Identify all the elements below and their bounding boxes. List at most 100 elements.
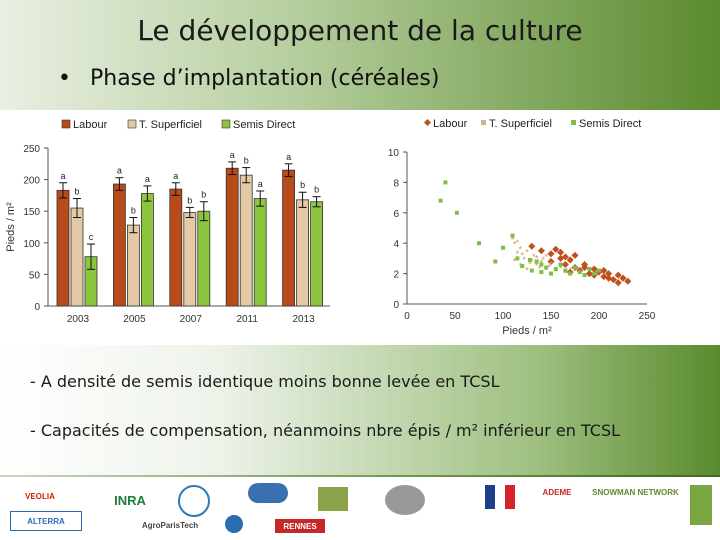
- y-tick-label: 50: [29, 270, 41, 281]
- bar: [56, 189, 70, 307]
- bar: [239, 174, 253, 307]
- bar: [169, 188, 183, 307]
- bar: [183, 212, 197, 307]
- legend-label: T. Superficiel: [489, 118, 552, 130]
- scatter-point: *: [516, 249, 520, 259]
- x-tick-label: 2011: [236, 314, 258, 325]
- significance-letter: b: [201, 190, 206, 200]
- cirad-logo: [225, 515, 243, 533]
- y-tick-label: 200: [23, 176, 40, 187]
- scatter-point: [552, 245, 560, 253]
- legend-swatch: [127, 119, 137, 129]
- bar: [197, 210, 211, 307]
- scatter-point: *: [535, 261, 539, 271]
- snowman-logo: SNOWMAN NETWORK: [592, 487, 679, 497]
- agroparistech-logo: AgroParisTech: [141, 520, 199, 530]
- scatter-point: [527, 257, 532, 262]
- scatter-point: [547, 257, 555, 265]
- scatter-point: *: [525, 266, 529, 276]
- legend-label: Semis Direct: [579, 118, 641, 130]
- scatter-point: [501, 245, 505, 250]
- legend-label: Semis Direct: [233, 119, 295, 131]
- y-tick-label: 2: [393, 270, 399, 281]
- bar: [140, 193, 154, 307]
- scatter-point: [614, 271, 622, 279]
- scatter-point: [528, 242, 536, 250]
- x-tick-label: 0: [404, 311, 410, 322]
- alterra-logo: ALTERRA: [10, 511, 82, 531]
- scatter-point: [544, 265, 549, 270]
- scatter-point: [571, 251, 579, 259]
- scatter-point: *: [564, 269, 568, 279]
- ademe-logo: ADEME: [542, 487, 572, 497]
- scatter-point: *: [538, 264, 542, 274]
- header-background: [0, 0, 720, 110]
- scatter-point: *: [535, 253, 539, 263]
- scatter-point: *: [532, 252, 536, 262]
- scatter-point: *: [544, 252, 548, 262]
- scatter-point: [597, 268, 601, 273]
- scatter-point: [582, 273, 587, 278]
- bar: [296, 199, 310, 307]
- bar: [127, 224, 140, 307]
- bar: [310, 201, 324, 307]
- bar: [113, 183, 126, 307]
- significance-letter: b: [187, 195, 192, 205]
- y-tick-label: 4: [393, 239, 399, 250]
- legend-label: Labour: [433, 118, 468, 130]
- scatter-point: *: [549, 259, 553, 269]
- legend-marker: [571, 120, 576, 125]
- scatter-point: [539, 270, 544, 275]
- x-tick-label: 200: [591, 311, 608, 322]
- republique-logo: [485, 485, 515, 509]
- scatter-point: [539, 262, 544, 267]
- scatter-point: [619, 274, 627, 282]
- scatter-point: [534, 259, 539, 264]
- bar: [253, 198, 267, 307]
- scatter-point: [529, 268, 534, 273]
- scatter-point: *: [525, 247, 529, 257]
- y-tick-label: 250: [23, 144, 40, 155]
- significance-letter: b: [74, 187, 79, 197]
- y-tick-label: 6: [393, 209, 399, 220]
- scatter-point: [454, 210, 459, 215]
- x-tick-label: 2007: [180, 314, 203, 325]
- scatter-point: [563, 268, 568, 273]
- subtitle-text: Phase d’implantation (céréales): [89, 66, 440, 91]
- x-axis-label: Pieds / m²: [502, 325, 552, 337]
- scatter-point: *: [516, 238, 520, 248]
- significance-letter: b: [300, 180, 305, 190]
- scatter-point: [493, 259, 498, 264]
- legend-label: Labour: [73, 119, 108, 131]
- scatter-point: [600, 267, 608, 275]
- y-tick-label: 0: [34, 302, 40, 313]
- significance-letter: a: [145, 174, 150, 184]
- scatter-point: [587, 267, 592, 272]
- text-area: - A densité de semis identique moins bon…: [0, 345, 720, 475]
- bar: [225, 167, 239, 307]
- scatter-point: *: [513, 256, 517, 266]
- significance-letter: a: [117, 166, 122, 176]
- slide-title: Le développement de la culture: [137, 14, 583, 47]
- significance-letter: a: [286, 152, 291, 162]
- bullet-icon: •: [58, 66, 71, 91]
- legend-label: T. Superficiel: [139, 119, 202, 131]
- agrotransfert-logo: [178, 485, 210, 517]
- scatter-point: [592, 271, 597, 276]
- y-tick-label: 0: [393, 300, 399, 311]
- partner-logo-green: [318, 487, 348, 511]
- text-line-2: - Capacités de compensation, néanmoins n…: [30, 421, 621, 440]
- significance-letter: a: [258, 179, 263, 189]
- scatter-point: [520, 264, 525, 268]
- inra-logo: INRA: [114, 492, 146, 508]
- scatter-point: *: [559, 264, 563, 274]
- arvalis-logo: [248, 483, 288, 503]
- scatter-point: *: [568, 266, 572, 276]
- legend-marker: [423, 118, 432, 127]
- significance-letter: b: [244, 156, 249, 166]
- x-tick-label: 2003: [67, 314, 90, 325]
- significance-letter: a: [173, 171, 178, 181]
- scatter-point: *: [528, 259, 532, 269]
- scatter-point: [614, 279, 622, 287]
- legend-marker: [481, 120, 486, 125]
